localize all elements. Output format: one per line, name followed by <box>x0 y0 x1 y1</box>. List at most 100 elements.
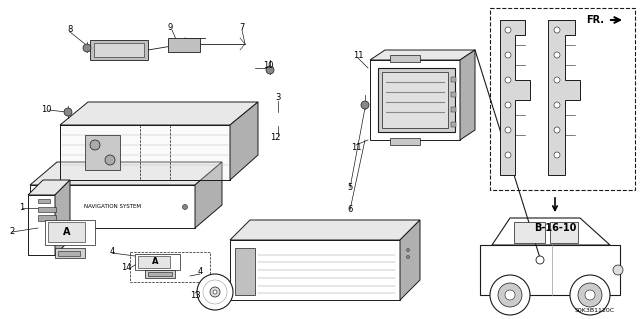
Polygon shape <box>58 251 80 256</box>
Text: 6: 6 <box>348 205 353 214</box>
Text: 1: 1 <box>19 204 24 212</box>
Polygon shape <box>548 20 580 175</box>
Circle shape <box>585 290 595 300</box>
Polygon shape <box>94 43 144 57</box>
Polygon shape <box>145 270 175 278</box>
Polygon shape <box>30 185 195 228</box>
Circle shape <box>505 152 511 158</box>
Circle shape <box>554 52 560 58</box>
Circle shape <box>505 52 511 58</box>
Polygon shape <box>390 55 420 62</box>
Bar <box>38 207 56 212</box>
Polygon shape <box>370 50 475 60</box>
Polygon shape <box>28 180 70 195</box>
Circle shape <box>505 102 511 108</box>
Circle shape <box>83 44 91 52</box>
Text: NAVIGATION SYSTEM: NAVIGATION SYSTEM <box>83 204 141 210</box>
Circle shape <box>498 283 522 307</box>
Circle shape <box>406 256 410 258</box>
Circle shape <box>213 290 217 294</box>
Circle shape <box>570 275 610 315</box>
Polygon shape <box>90 40 148 60</box>
Bar <box>451 92 456 97</box>
Polygon shape <box>55 180 70 255</box>
Polygon shape <box>48 222 85 242</box>
Circle shape <box>554 102 560 108</box>
Polygon shape <box>55 248 85 258</box>
Polygon shape <box>60 102 258 125</box>
Circle shape <box>90 140 100 150</box>
Polygon shape <box>460 50 475 140</box>
Bar <box>38 215 56 221</box>
Polygon shape <box>492 218 610 245</box>
Circle shape <box>406 249 410 251</box>
Bar <box>451 107 456 112</box>
Text: 13: 13 <box>189 291 200 300</box>
Polygon shape <box>370 60 460 140</box>
Circle shape <box>266 66 274 74</box>
Text: 4: 4 <box>109 247 115 256</box>
Text: 10: 10 <box>41 106 51 115</box>
Polygon shape <box>85 135 120 170</box>
Polygon shape <box>28 195 55 255</box>
Circle shape <box>361 101 369 109</box>
Circle shape <box>182 204 188 210</box>
Text: 12: 12 <box>269 133 280 143</box>
Circle shape <box>505 77 511 83</box>
Polygon shape <box>148 272 172 276</box>
Text: 9: 9 <box>168 24 173 33</box>
Polygon shape <box>480 245 620 295</box>
Text: 10: 10 <box>263 61 273 70</box>
Polygon shape <box>382 72 448 128</box>
Polygon shape <box>230 240 400 300</box>
Text: FR.: FR. <box>586 15 604 25</box>
Circle shape <box>490 275 530 315</box>
Text: 2: 2 <box>10 227 15 236</box>
Polygon shape <box>138 256 170 268</box>
Text: 11: 11 <box>351 144 361 152</box>
Circle shape <box>554 27 560 33</box>
Text: 5: 5 <box>348 183 353 192</box>
Polygon shape <box>195 162 222 228</box>
Circle shape <box>64 108 72 116</box>
Circle shape <box>613 265 623 275</box>
Circle shape <box>505 27 511 33</box>
Polygon shape <box>514 222 545 243</box>
Polygon shape <box>235 248 255 295</box>
Polygon shape <box>550 222 578 243</box>
Text: A: A <box>152 257 158 266</box>
Text: A: A <box>63 227 71 237</box>
Circle shape <box>105 155 115 165</box>
Circle shape <box>554 127 560 133</box>
Polygon shape <box>390 138 420 145</box>
Text: 8: 8 <box>67 26 73 34</box>
Text: 4: 4 <box>197 268 203 277</box>
Text: S0K3B1120C: S0K3B1120C <box>575 308 615 313</box>
Polygon shape <box>135 254 180 270</box>
Polygon shape <box>45 220 95 245</box>
Polygon shape <box>500 20 530 175</box>
Polygon shape <box>400 220 420 300</box>
Circle shape <box>210 287 220 297</box>
Polygon shape <box>230 102 258 180</box>
Bar <box>451 122 456 127</box>
Bar <box>38 199 50 203</box>
Polygon shape <box>168 38 200 52</box>
Text: 7: 7 <box>239 24 244 33</box>
Polygon shape <box>230 220 420 240</box>
Circle shape <box>536 256 544 264</box>
Circle shape <box>554 77 560 83</box>
Circle shape <box>197 274 233 310</box>
Circle shape <box>505 290 515 300</box>
Circle shape <box>578 283 602 307</box>
Text: 3: 3 <box>275 93 281 102</box>
Text: B-16-10: B-16-10 <box>534 223 576 233</box>
Polygon shape <box>378 68 455 132</box>
Polygon shape <box>30 162 222 185</box>
Circle shape <box>554 152 560 158</box>
Polygon shape <box>60 125 230 180</box>
Circle shape <box>505 127 511 133</box>
Text: 14: 14 <box>121 263 131 272</box>
Bar <box>451 77 456 82</box>
Text: 11: 11 <box>353 50 364 60</box>
